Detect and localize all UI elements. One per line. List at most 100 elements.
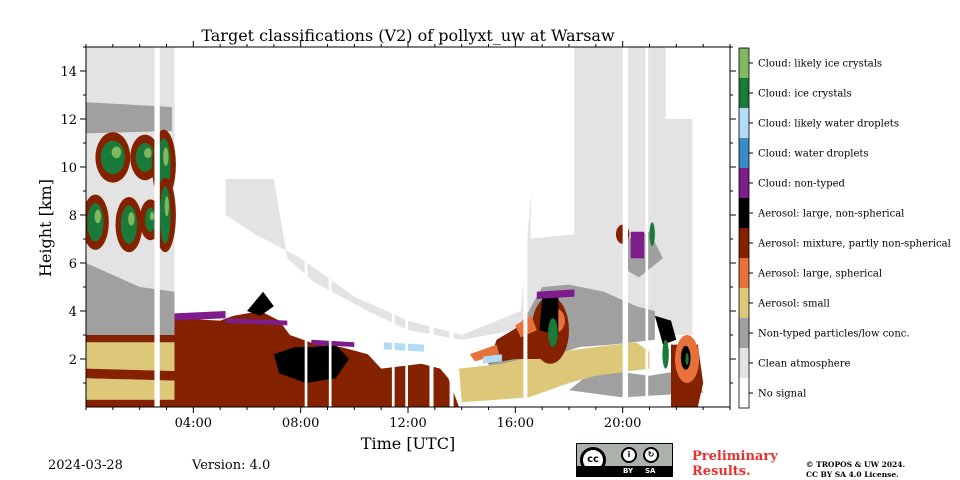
colorbar-swatch	[739, 138, 749, 168]
region-aerosol-small	[86, 339, 175, 371]
region-non-typed	[86, 102, 172, 134]
region-cloud-ice	[159, 186, 171, 244]
gap-no-signal	[391, 47, 395, 407]
preliminary-notice: Preliminary Results.	[692, 449, 778, 479]
y-tick-label: 4	[69, 305, 77, 320]
region-cloud-likely-ice	[164, 196, 169, 217]
region-non-typed	[569, 368, 704, 398]
colorbar-swatch	[739, 48, 749, 78]
region-cloud-non-typed	[225, 318, 288, 326]
preliminary-line-1: Preliminary	[692, 449, 778, 464]
colorbar-swatch	[739, 198, 749, 228]
region-cloud-likely-ice	[144, 148, 152, 159]
cc-license-badge: cc i ↻ BY SA	[576, 443, 673, 477]
badge-sa-label: SA	[645, 467, 656, 475]
region-cloud-ice	[685, 353, 689, 365]
colorbar-swatch	[739, 318, 749, 348]
region-cloud-non-typed	[311, 339, 355, 347]
colorbar-label: Aerosol: small	[757, 299, 830, 310]
region-aerosol-small	[86, 378, 175, 400]
badge-strip	[577, 466, 672, 476]
region-clean-atm	[225, 179, 532, 340]
region-aerosol-mixture	[86, 368, 175, 381]
colorbar-swatch	[739, 258, 749, 288]
colorbar-label: Cloud: non-typed	[758, 179, 846, 190]
copyright-line-2: CC BY SA 4.0 License.	[806, 470, 899, 479]
region-aerosol-mixture	[86, 335, 175, 343]
y-tick-label: 6	[69, 257, 77, 272]
colorbar-swatch	[739, 228, 749, 258]
region-aerosol-non-spherical	[654, 315, 677, 345]
x-tick-label: 12:00	[389, 416, 426, 431]
gap-no-signal	[622, 47, 629, 407]
region-clean-atm	[574, 47, 666, 321]
gap-no-signal	[328, 47, 332, 407]
colorbar-swatch	[739, 168, 749, 198]
region-aerosol-mixture	[86, 399, 175, 407]
region-cloud-ice	[548, 318, 558, 347]
footer-version: Version: 4.0	[192, 458, 271, 473]
colorbar-label: No signal	[758, 389, 806, 400]
gap-no-signal	[429, 47, 434, 407]
x-tick-label: 16:00	[497, 416, 534, 431]
y-tick-label: 10	[60, 161, 77, 176]
preliminary-line-2: Results.	[692, 464, 751, 479]
region-cloud-likely-water	[483, 354, 502, 364]
share-alike-icon: ↻	[643, 447, 659, 463]
region-cloud-likely-ice	[163, 147, 169, 166]
badge-by-label: BY	[623, 467, 634, 475]
copyright-notice: © TROPOS & UW 2024. CC BY SA 4.0 License…	[806, 460, 905, 480]
colorbar-label: Clean atmosphere	[758, 359, 851, 370]
region-cloud-non-typed	[536, 289, 575, 299]
region-aerosol-non-spherical	[247, 291, 274, 316]
region-cloud-likely-ice	[111, 146, 122, 159]
region-cloud-likely-water	[383, 342, 425, 352]
colorbar-swatch	[739, 348, 749, 378]
colorbar-label: Cloud: likely ice crystals	[758, 59, 882, 70]
region-aerosol-large-spherical	[469, 344, 500, 362]
region-cloud-ice	[662, 339, 669, 369]
y-tick-label: 12	[60, 113, 77, 128]
gap-no-signal	[405, 47, 408, 407]
gap-no-signal	[645, 47, 649, 407]
colorbar-swatch	[739, 78, 749, 108]
footer-date: 2024-03-28	[48, 458, 123, 473]
plot-area	[86, 47, 704, 407]
colorbar-swatch	[739, 288, 749, 318]
y-tick-label: 14	[60, 65, 77, 80]
y-axis-label: Height [km]	[36, 179, 55, 277]
colorbar-frame	[738, 47, 750, 409]
colorbar-label: Cloud: water droplets	[758, 149, 869, 160]
region-cloud-ice	[145, 207, 156, 232]
colorbar-label: Cloud: likely water droplets	[758, 119, 899, 130]
y-tick-label: 8	[69, 209, 77, 224]
copyright-line-1: © TROPOS & UW 2024.	[806, 460, 906, 469]
x-tick-label: 04:00	[175, 416, 212, 431]
region-non-typed	[86, 320, 175, 335]
axes: 04:00 08:00 12:00 16:00 20:00 2 4 6 8 10 12 14	[60, 41, 736, 431]
colorbar-label: Non-typed particles/low conc.	[758, 329, 910, 340]
colorbar-label: Cloud: ice crystals	[758, 89, 852, 100]
region-aerosol-small	[459, 342, 650, 403]
colorbar-label: Aerosol: large, spherical	[757, 269, 882, 280]
gap-no-signal	[304, 47, 308, 407]
region-non-typed	[86, 263, 175, 326]
region-cloud-ice	[135, 143, 155, 172]
region-cloud-likely-ice	[94, 209, 102, 224]
gap-no-signal	[154, 47, 160, 407]
gap-no-signal	[523, 47, 528, 407]
region-cloud-ice	[87, 203, 104, 242]
attribution-icon: i	[621, 447, 637, 463]
region-cloud-ice	[649, 222, 655, 247]
region-cloud-non-typed	[630, 231, 645, 259]
region-cloud-ice	[120, 205, 137, 244]
colorbar-swatch	[739, 108, 749, 138]
x-tick-label: 20:00	[604, 416, 641, 431]
colorbar-swatch	[739, 378, 749, 408]
gap-no-signal	[449, 47, 454, 407]
chart-title: Target classifications (V2) of pollyxt_u…	[201, 26, 615, 45]
x-tick-label: 08:00	[282, 416, 319, 431]
region-clean-atm	[665, 119, 693, 335]
y-tick-label: 2	[69, 353, 77, 368]
